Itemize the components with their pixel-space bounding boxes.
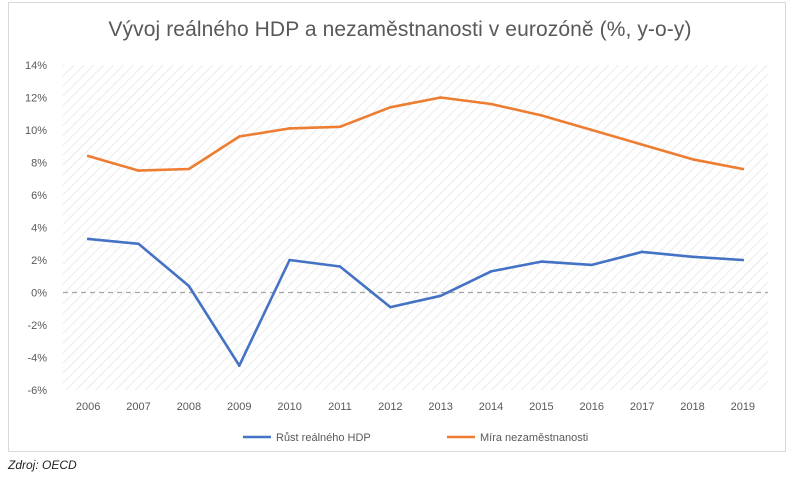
axes: -6% -4% -2% 0% 2% 4% 6% 8% 10% 12% 14% 2006 2007 2008… bbox=[25, 60, 768, 413]
data-point bbox=[640, 250, 644, 254]
data-point bbox=[489, 102, 493, 106]
data-point bbox=[86, 154, 90, 158]
y-tick-label: 6% bbox=[31, 190, 47, 202]
y-tick-label: 12% bbox=[25, 93, 47, 105]
x-tick-label: 2008 bbox=[177, 401, 201, 413]
y-tick-label: 8% bbox=[31, 158, 47, 170]
y-tick-label: -6% bbox=[27, 385, 47, 397]
x-tick-label: 2010 bbox=[277, 401, 301, 413]
y-tick-label: 10% bbox=[25, 125, 47, 137]
y-tick-label: 4% bbox=[31, 223, 47, 235]
data-point bbox=[590, 263, 594, 267]
data-point bbox=[389, 105, 392, 109]
data-point bbox=[691, 157, 694, 161]
x-tick-label: 2012 bbox=[378, 401, 402, 413]
data-point bbox=[540, 260, 543, 263]
chart-title: Vývoj reálného HDP a nezaměstnanosti v e… bbox=[108, 18, 692, 41]
x-tick-label: 2018 bbox=[680, 401, 704, 413]
data-point bbox=[86, 237, 90, 241]
data-point bbox=[590, 128, 594, 132]
series-line-2 bbox=[86, 96, 745, 172]
data-point bbox=[741, 167, 745, 171]
data-point bbox=[237, 364, 241, 367]
legend: Růst reálného HDP Míra nezaměstnanosti bbox=[243, 432, 588, 444]
y-tick-label: 2% bbox=[31, 255, 47, 267]
y-tick-label: -2% bbox=[27, 320, 47, 332]
source-note: Zdroj: OECD bbox=[8, 458, 77, 472]
data-point bbox=[187, 284, 191, 288]
y-tick-label: -4% bbox=[27, 353, 47, 365]
y-tick-label: 14% bbox=[25, 60, 47, 72]
x-tick-label: 2016 bbox=[580, 401, 604, 413]
data-point bbox=[137, 169, 140, 172]
data-point bbox=[439, 294, 442, 298]
x-tick-label: 2009 bbox=[227, 401, 251, 413]
plot-area bbox=[63, 65, 768, 390]
data-point bbox=[691, 255, 694, 259]
x-tick-label: 2017 bbox=[630, 401, 654, 413]
data-point bbox=[338, 265, 342, 268]
data-point bbox=[389, 305, 392, 309]
data-point bbox=[237, 135, 241, 138]
data-point bbox=[439, 96, 442, 99]
series-line-1 bbox=[86, 237, 745, 367]
x-tick-label: 2006 bbox=[76, 401, 100, 413]
x-tick-label: 2007 bbox=[126, 401, 150, 413]
data-point bbox=[640, 143, 644, 146]
legend-label: Růst reálného HDP bbox=[276, 432, 371, 444]
data-point bbox=[489, 270, 493, 273]
data-point bbox=[288, 127, 291, 130]
x-tick-label: 2013 bbox=[428, 401, 452, 413]
data-point bbox=[137, 242, 140, 246]
data-point bbox=[540, 114, 543, 117]
x-tick-label: 2019 bbox=[731, 401, 755, 413]
data-point bbox=[338, 125, 342, 129]
data-point bbox=[187, 167, 191, 171]
x-tick-label: 2014 bbox=[479, 401, 503, 413]
x-tick-label: 2015 bbox=[529, 401, 553, 413]
series-layer bbox=[86, 96, 745, 367]
legend-label: Míra nezaměstnanosti bbox=[480, 432, 588, 444]
data-point bbox=[288, 258, 291, 262]
x-tick-label: 2011 bbox=[328, 401, 352, 413]
y-tick-label: 0% bbox=[31, 288, 47, 300]
data-point bbox=[741, 258, 745, 262]
